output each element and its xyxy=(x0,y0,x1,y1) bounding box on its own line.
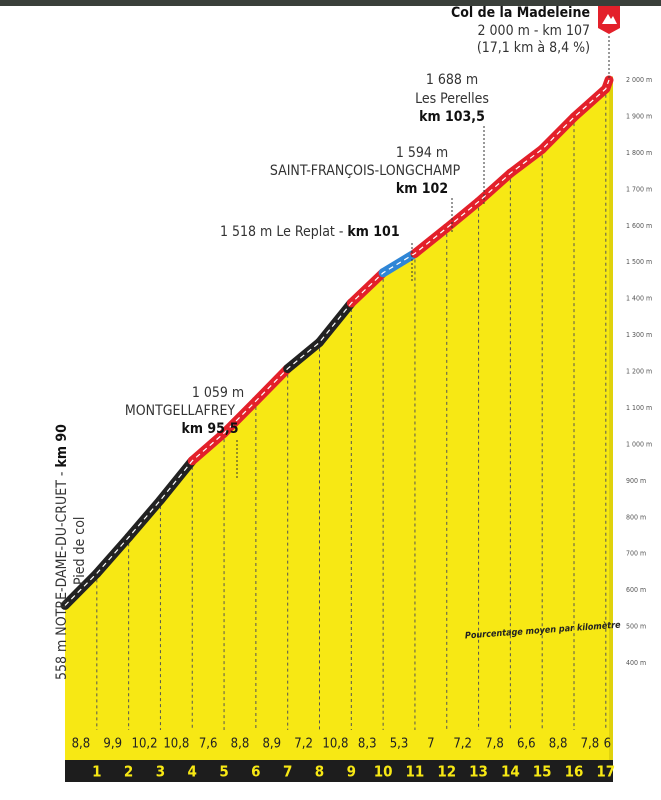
gradient-label: 10,8 xyxy=(322,737,348,752)
y-tick-label: 1 600 m xyxy=(626,222,652,230)
gradient-label: 7,6 xyxy=(199,737,218,752)
gradient-label: 7,2 xyxy=(294,737,313,752)
km-label: 5 xyxy=(219,763,228,781)
annotation: 1 518 m Le Replat - km 101 xyxy=(220,224,400,240)
summit-sub: 2 000 m - km 107 xyxy=(478,23,590,39)
km-label: 7 xyxy=(283,763,292,781)
y-tick-label: 600 m xyxy=(626,586,646,594)
annotation: Les Perelles xyxy=(415,91,489,107)
gradient-label: 5,3 xyxy=(390,737,409,752)
profile-centerline xyxy=(64,79,610,606)
y-tick-label: 1 200 m xyxy=(626,368,652,376)
gradient-label: 6 xyxy=(604,737,611,752)
km-label: 1 xyxy=(92,763,101,781)
start-label: 558 m NOTRE-DAME-DU-CRUET - km 90 Pied d… xyxy=(54,424,88,680)
gradient-label: 7 xyxy=(427,737,434,752)
km-label: 9 xyxy=(347,763,356,781)
y-tick-label: 1 500 m xyxy=(626,258,652,266)
base-strip xyxy=(65,760,613,782)
base-layer: 1 2 3 4 5 6 7 8 9 10 11 12 13 14 15 16 178,8 9,9 10,2 10,8 7… xyxy=(60,75,652,782)
gradient-label: 7,2 xyxy=(453,737,472,752)
y-tick-label: 1 900 m xyxy=(626,112,652,120)
km-label: 8 xyxy=(315,763,324,781)
gradient-label: 9,9 xyxy=(103,737,122,752)
annotation: Pied de col xyxy=(72,517,88,585)
gradient-label: 10,8 xyxy=(163,737,189,752)
flag-icon xyxy=(602,14,617,24)
annotation: MONTGELLAFREY xyxy=(125,403,236,419)
y-tick-label: 900 m xyxy=(626,477,646,485)
annotation: SAINT-FRANÇOIS-LONGCHAMP xyxy=(270,163,461,179)
y-tick-label: 1 800 m xyxy=(626,149,652,157)
km-label: 13 xyxy=(469,763,488,781)
top-photo-strip xyxy=(0,0,661,6)
gradient-label: 8,9 xyxy=(262,737,281,752)
gradient-label: 7,8 xyxy=(581,737,600,752)
annotation-part: km 90 xyxy=(54,424,70,468)
annotation: km 95,5 xyxy=(182,421,239,437)
annotation-part: 1 518 m Le Replat - xyxy=(220,224,347,240)
annotation-part: km 101 xyxy=(347,224,399,240)
km-label: 17 xyxy=(596,763,615,781)
y-tick-label: 2 000 m xyxy=(626,76,652,84)
km-label: 4 xyxy=(188,763,197,781)
y-tick-label: 1 000 m xyxy=(626,440,652,448)
km-label: 11 xyxy=(406,763,425,781)
km-label: 10 xyxy=(374,763,393,781)
km-label: 2 xyxy=(124,763,133,781)
km-label: 16 xyxy=(565,763,584,781)
km-label: 12 xyxy=(437,763,456,781)
gradient-label: 10,2 xyxy=(132,737,158,752)
km-label: 15 xyxy=(533,763,552,781)
right-face xyxy=(609,76,613,760)
gradient-label: 8,8 xyxy=(231,737,250,752)
annotation: 1 059 m xyxy=(192,385,244,401)
y-tick-label: 1 100 m xyxy=(626,404,652,412)
annotation: 558 m NOTRE-DAME-DU-CRUET - km 90 xyxy=(54,424,70,680)
y-tick-label: 800 m xyxy=(626,513,646,521)
gradient-label: 8,3 xyxy=(358,737,377,752)
annotation: 1 688 m xyxy=(426,72,478,88)
km-label: 6 xyxy=(251,763,260,781)
gradient-label: 6,6 xyxy=(517,737,536,752)
y-tick-label: 400 m xyxy=(626,659,646,667)
gradient-label: 8,8 xyxy=(549,737,568,752)
y-tick-label: 700 m xyxy=(626,550,646,558)
km-label: 14 xyxy=(501,763,520,781)
gradient-label: 7,8 xyxy=(485,737,504,752)
km-label: 3 xyxy=(156,763,165,781)
summit-sub: (17,1 km à 8,4 %) xyxy=(477,40,590,56)
annotation: km 103,5 xyxy=(419,109,485,125)
profile-area xyxy=(65,80,609,700)
y-tick-label: 1 700 m xyxy=(626,185,652,193)
annotation: 1 594 m xyxy=(396,145,448,161)
y-tick-label: 1 300 m xyxy=(626,331,652,339)
annotation-part: 558 m NOTRE-DAME-DU-CRUET - xyxy=(54,468,70,680)
base-band xyxy=(65,700,613,760)
annotation: km 102 xyxy=(396,181,448,197)
gradient-label: 8,8 xyxy=(72,737,91,752)
summit-title: Col de la Madeleine xyxy=(451,5,590,21)
y-tick-label: 1 400 m xyxy=(626,295,652,303)
y-tick-label: 500 m xyxy=(626,623,646,631)
